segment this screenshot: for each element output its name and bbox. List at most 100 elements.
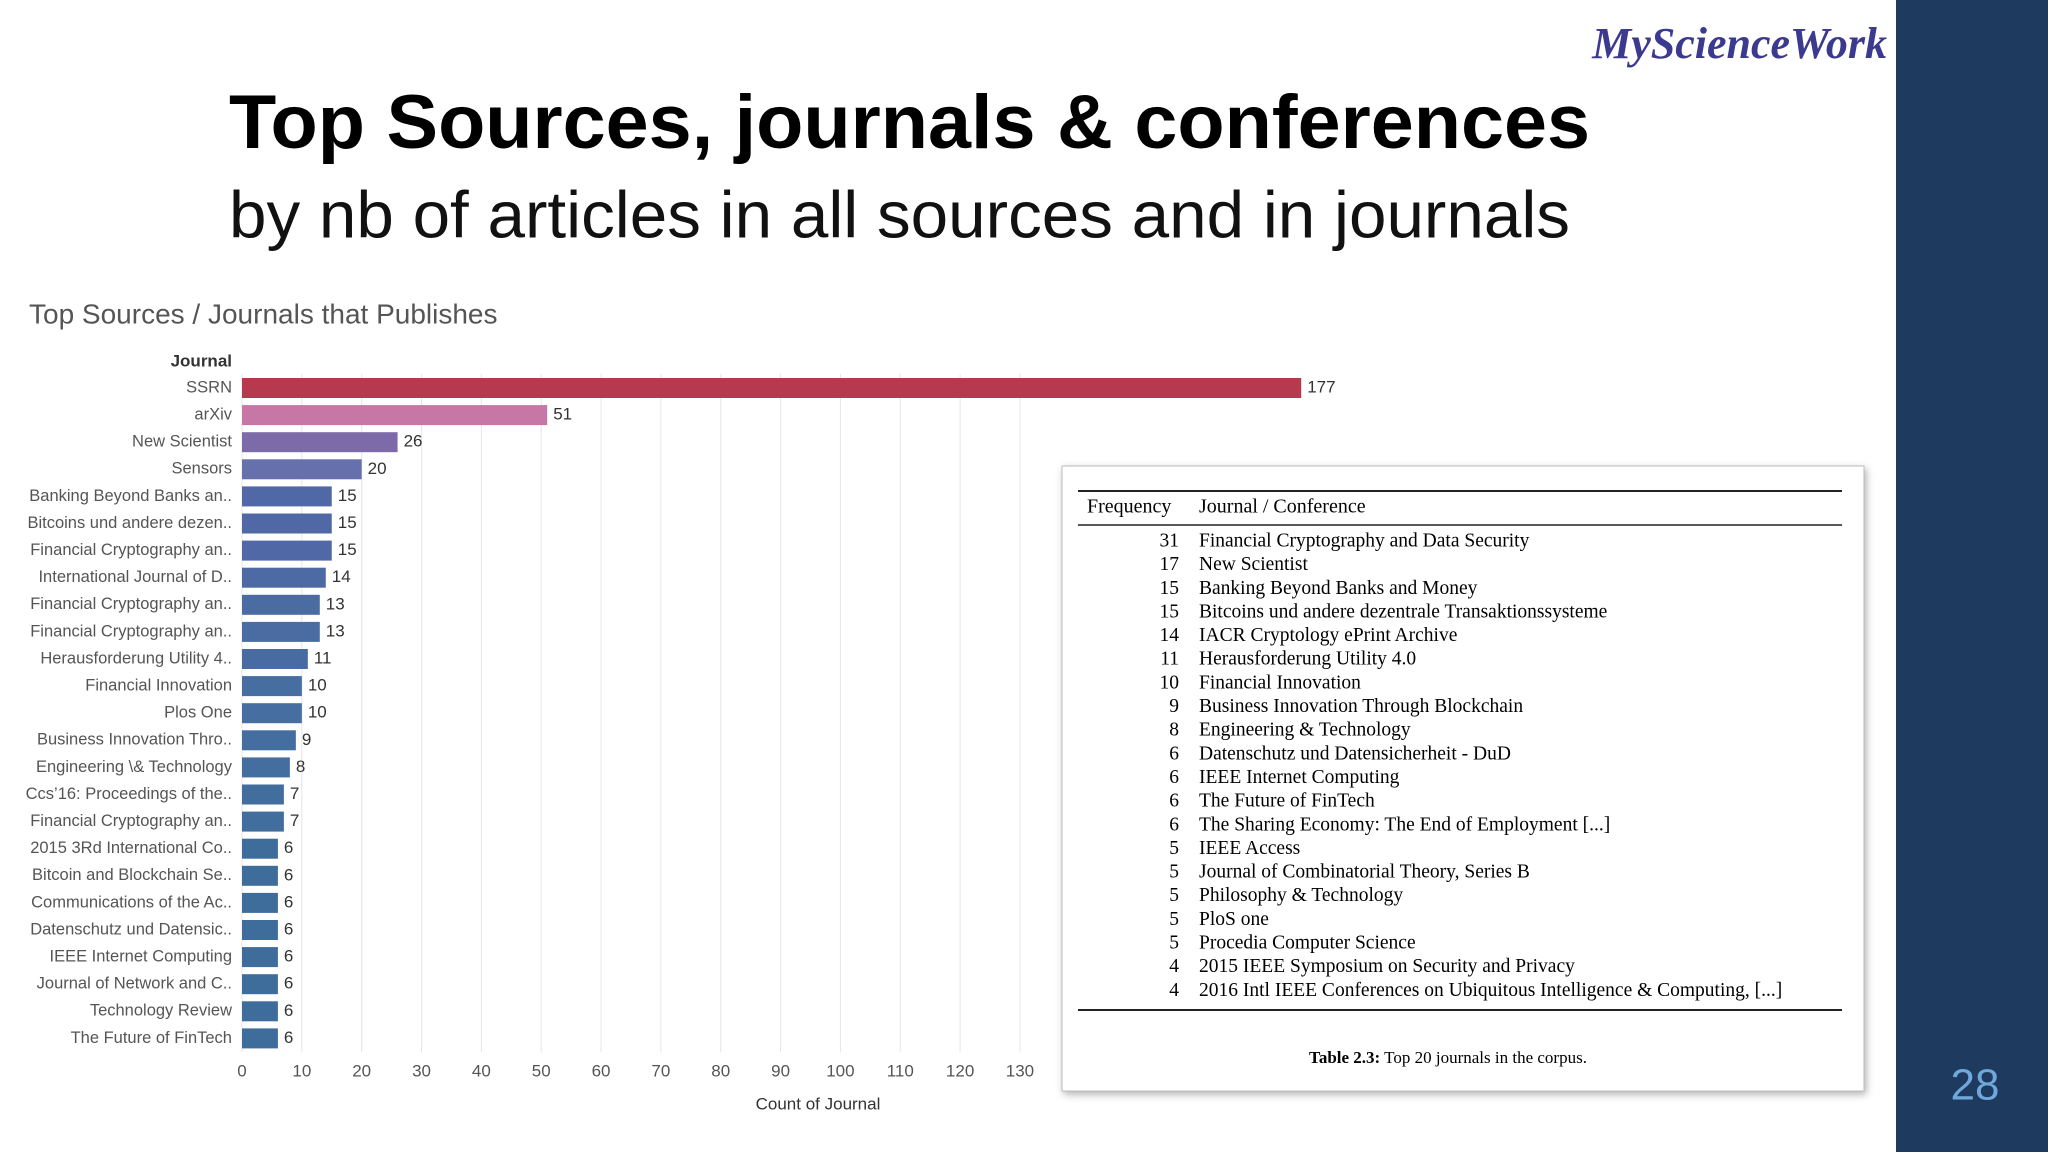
value-label: 15 <box>338 486 357 505</box>
table-cell: Business Innovation Through Blockchain <box>1199 696 1523 717</box>
grid: 0 10 20 30 40 50 60 70 80 90 100 110 120 130 <box>237 374 1034 1080</box>
bar <box>242 405 548 426</box>
table-cell: Procedia Computer Science <box>1199 933 1416 954</box>
value-label: 7 <box>290 784 299 803</box>
table-cell: Bitcoins und andere dezentrale Transakti… <box>1199 601 1607 622</box>
table-cell: 8 <box>1169 720 1179 741</box>
table-cell: 6 <box>1169 767 1179 788</box>
table-cell: 15 <box>1160 601 1180 622</box>
x-tick-label: 120 <box>946 1061 974 1080</box>
y-tick-label: Datenschutz und Datensic.. <box>30 920 232 938</box>
value-label: 6 <box>284 1028 293 1047</box>
table-cell: Journal of Combinatorial Theory, Series … <box>1199 862 1530 883</box>
bar <box>242 540 332 561</box>
table-cell: 31 <box>1160 530 1180 551</box>
table-cell: 5 <box>1169 862 1179 883</box>
value-label: 9 <box>302 730 311 749</box>
table-cell: 11 <box>1160 649 1179 670</box>
table-cell: IEEE Access <box>1199 838 1300 859</box>
table-cell: 5 <box>1169 885 1179 906</box>
table-cell: Financial Innovation <box>1199 672 1361 693</box>
bar <box>242 513 332 534</box>
table-cell: 2016 Intl IEEE Conferences on Ubiquitous… <box>1199 980 1782 1001</box>
x-tick-label: 80 <box>711 1061 730 1080</box>
table-cell: 5 <box>1169 838 1179 859</box>
y-tick-label: Banking Beyond Banks an.. <box>29 487 232 505</box>
x-tick-label: 70 <box>651 1061 670 1080</box>
table-cell: PloS one <box>1199 909 1269 930</box>
table-cell: 15 <box>1160 578 1180 599</box>
y-tick-label: IEEE Internet Computing <box>49 947 232 965</box>
table-cell: 10 <box>1160 672 1180 693</box>
logo: MyScienceWork <box>1591 19 1887 68</box>
x-tick-label: 30 <box>412 1061 431 1080</box>
chart-title: Top Sources / Journals that Publishes <box>29 298 497 329</box>
value-label: 10 <box>308 703 327 722</box>
table-cell: New Scientist <box>1199 554 1308 575</box>
table-cell: The Future of FinTech <box>1199 791 1375 812</box>
table-cell: 5 <box>1169 933 1179 954</box>
bar <box>242 486 332 507</box>
y-tick-label: SSRN <box>186 378 232 396</box>
value-label: 15 <box>338 540 357 559</box>
bar <box>242 811 284 832</box>
table-cell: Banking Beyond Banks and Money <box>1199 578 1478 599</box>
value-label: 6 <box>284 919 293 938</box>
value-label: 20 <box>368 459 387 478</box>
slide-subtitle: by nb of articles in all sources and in … <box>229 177 1570 251</box>
y-tick-label: Sensors <box>171 460 232 478</box>
bar <box>242 621 320 642</box>
x-tick-label: 90 <box>771 1061 790 1080</box>
value-label: 51 <box>553 405 572 424</box>
y-tick-label: Communications of the Ac.. <box>31 893 232 911</box>
value-label: 6 <box>284 892 293 911</box>
value-label: 6 <box>284 947 293 966</box>
bar <box>242 432 398 453</box>
bar <box>242 459 362 480</box>
value-label: 6 <box>284 838 293 857</box>
y-tick-label: 2015 3Rd International Co.. <box>30 839 232 857</box>
y-tick-label: Engineering \& Technology <box>36 758 233 776</box>
value-label: 8 <box>296 757 305 776</box>
table-cell: 2015 IEEE Symposium on Security and Priv… <box>1199 956 1575 977</box>
bar <box>242 567 326 588</box>
table-cell: Philosophy & Technology <box>1199 885 1403 906</box>
table-header: Frequency <box>1087 496 1171 518</box>
x-tick-label: 10 <box>292 1061 311 1080</box>
table-cell: Herausforderung Utility 4.0 <box>1199 649 1416 670</box>
bar <box>242 649 308 669</box>
table-cell: 9 <box>1169 696 1179 717</box>
y-tick-label: arXiv <box>194 405 232 423</box>
table-cell: Financial Cryptography and Data Security <box>1199 530 1530 551</box>
y-tick-label: Financial Innovation <box>85 676 232 694</box>
value-label: 6 <box>284 1001 293 1020</box>
table-cell: The Sharing Economy: The End of Employme… <box>1199 814 1610 835</box>
x-tick-label: 0 <box>237 1061 246 1080</box>
bar <box>242 892 278 913</box>
table-cell: 17 <box>1160 554 1180 575</box>
y-tick-label: Bitcoins und andere dezen.. <box>27 514 232 532</box>
x-tick-label: 130 <box>1006 1061 1034 1080</box>
bar <box>242 1001 278 1022</box>
x-tick-label: 100 <box>826 1061 854 1080</box>
table-cell: 6 <box>1169 791 1179 812</box>
y-tick-label: Financial Cryptography an.. <box>30 595 232 613</box>
y-tick-label: Financial Cryptography an.. <box>30 541 232 559</box>
bar <box>242 378 1302 398</box>
y-tick-label: Plos One <box>164 704 232 722</box>
bar <box>242 594 320 615</box>
table-cell: 6 <box>1169 814 1179 835</box>
bar <box>242 838 278 859</box>
x-tick-label: 110 <box>887 1061 914 1080</box>
x-axis-title: Count of Journal <box>756 1094 881 1113</box>
bar <box>242 974 278 995</box>
table-cell: 5 <box>1169 909 1179 930</box>
bar <box>242 920 278 940</box>
bar <box>242 784 284 805</box>
y-tick-label: International Journal of D.. <box>38 568 232 586</box>
value-label: 14 <box>332 567 351 586</box>
bar <box>242 676 302 697</box>
